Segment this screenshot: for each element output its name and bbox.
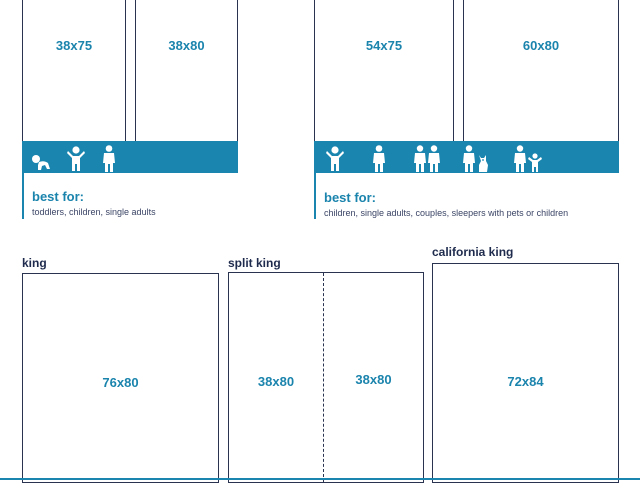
best-for-rule-left	[22, 173, 24, 219]
best-for-rule-right	[314, 173, 316, 219]
california-king-bed: 72x84	[432, 263, 619, 483]
footer-rule	[0, 478, 640, 480]
queen-bed-size: 60x80	[522, 38, 560, 53]
king-label: king	[22, 256, 47, 270]
king-bed-size: 76x80	[102, 375, 139, 390]
best-for-right: best for: children, single adults, coupl…	[314, 190, 568, 219]
twin-icon-band	[22, 141, 238, 173]
child-icon	[66, 146, 86, 172]
twin-bed-size: 38x75	[55, 38, 93, 53]
twin-bed: 38x75	[22, 0, 126, 142]
king-bed: 76x80	[22, 273, 219, 483]
full-bed: 54x75	[314, 0, 454, 142]
child-icon	[325, 146, 345, 172]
queen-bed: 60x80	[463, 0, 619, 142]
best-for-description: toddlers, children, single adults	[32, 207, 156, 217]
baby-icon	[31, 153, 53, 171]
twin-xl-bed-size: 38x80	[168, 38, 205, 53]
adult-with-child-icon	[512, 145, 544, 173]
couple-icon	[413, 145, 441, 173]
adult-with-pet-icon	[462, 145, 490, 173]
twin-xl-bed: 38x80	[135, 0, 238, 142]
split-king-label: split king	[228, 256, 281, 270]
split-king-right-size: 38x80	[355, 372, 392, 387]
best-for-title: best for:	[32, 189, 84, 204]
best-for-description: children, single adults, couples, sleepe…	[324, 208, 569, 218]
adult-icon	[101, 145, 117, 173]
full-bed-size: 54x75	[365, 38, 403, 53]
split-divider	[323, 273, 324, 482]
best-for-title: best for:	[324, 190, 376, 205]
california-king-label: california king	[432, 245, 514, 259]
best-for-left: best for: toddlers, children, single adu…	[22, 189, 156, 218]
california-king-bed-size: 72x84	[507, 374, 544, 389]
adult-icon	[371, 145, 387, 173]
split-king-left-size: 38x80	[257, 374, 295, 389]
split-king-bed: 38x80 38x80	[228, 272, 424, 483]
